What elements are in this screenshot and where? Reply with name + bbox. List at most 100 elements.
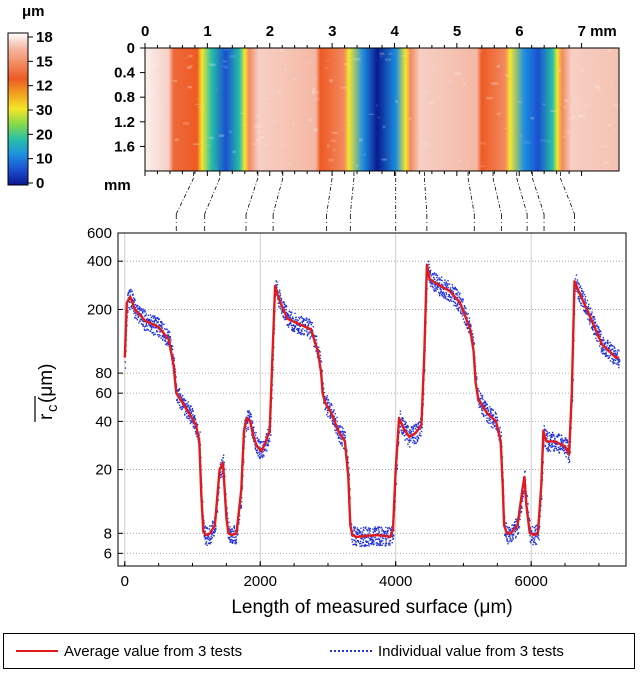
individual-point bbox=[550, 433, 552, 436]
individual-point bbox=[551, 435, 553, 437]
individual-point bbox=[336, 416, 338, 419]
individual-point bbox=[466, 327, 468, 329]
individual-point bbox=[287, 326, 290, 328]
surface-map-speckle bbox=[517, 168, 521, 171]
individual-point bbox=[244, 435, 246, 438]
individual-point bbox=[549, 450, 552, 452]
surface-map-speckle bbox=[152, 64, 157, 67]
individual-point bbox=[253, 432, 256, 434]
connector-line-diag bbox=[204, 177, 221, 215]
individual-point bbox=[152, 320, 154, 322]
individual-point bbox=[211, 537, 213, 539]
individual-point bbox=[343, 447, 345, 449]
individual-point bbox=[443, 294, 445, 296]
individual-point bbox=[226, 512, 229, 514]
individual-point bbox=[357, 541, 360, 543]
individual-point bbox=[446, 298, 448, 301]
individual-point bbox=[377, 543, 380, 545]
individual-point bbox=[405, 434, 407, 436]
individual-point bbox=[582, 305, 584, 307]
individual-point bbox=[355, 541, 357, 544]
individual-point bbox=[544, 444, 546, 446]
individual-point bbox=[616, 353, 618, 355]
individual-point bbox=[193, 417, 195, 419]
individual-point bbox=[168, 331, 171, 334]
individual-point bbox=[416, 435, 419, 437]
individual-point bbox=[228, 521, 230, 523]
individual-point bbox=[254, 444, 256, 446]
individual-point bbox=[413, 439, 415, 442]
individual-point bbox=[367, 541, 369, 543]
individual-point bbox=[448, 295, 451, 297]
individual-point bbox=[385, 541, 387, 543]
individual-point bbox=[331, 419, 333, 422]
individual-point bbox=[600, 333, 602, 335]
individual-point bbox=[309, 337, 311, 340]
individual-point bbox=[614, 359, 617, 362]
individual-point bbox=[505, 535, 507, 537]
individual-point bbox=[427, 276, 429, 278]
individual-point bbox=[595, 337, 597, 340]
individual-point bbox=[559, 434, 561, 437]
connector-line-diag bbox=[175, 177, 195, 215]
individual-point bbox=[414, 425, 416, 428]
individual-point bbox=[146, 318, 149, 320]
individual-point bbox=[148, 318, 151, 321]
individual-point bbox=[505, 522, 507, 524]
individual-point bbox=[283, 303, 286, 305]
individual-point bbox=[303, 333, 306, 335]
individual-point bbox=[582, 291, 585, 293]
individual-point bbox=[156, 331, 159, 333]
individual-point bbox=[524, 470, 526, 473]
individual-point bbox=[298, 331, 300, 333]
individual-point bbox=[203, 526, 206, 529]
individual-point bbox=[440, 276, 443, 278]
individual-point bbox=[538, 526, 541, 528]
individual-point bbox=[408, 439, 411, 442]
individual-point bbox=[387, 542, 390, 544]
individual-point bbox=[232, 542, 234, 544]
individual-point bbox=[166, 342, 168, 345]
individual-point bbox=[238, 519, 241, 521]
individual-point bbox=[568, 456, 570, 458]
individual-point bbox=[553, 448, 556, 450]
surface-map-x-tick-label: 1 bbox=[203, 23, 211, 40]
surface-map-speckle bbox=[479, 50, 484, 52]
surface-map-speckle bbox=[617, 50, 620, 53]
individual-point bbox=[192, 410, 194, 412]
individual-point bbox=[444, 295, 447, 297]
surface-map-speckle bbox=[224, 66, 228, 69]
plot-frame bbox=[117, 232, 627, 567]
individual-point bbox=[379, 540, 381, 542]
individual-point bbox=[182, 399, 184, 402]
individual-point bbox=[253, 440, 255, 442]
individual-point bbox=[295, 316, 297, 319]
individual-point bbox=[553, 450, 556, 452]
individual-point bbox=[149, 314, 152, 316]
individual-point bbox=[189, 410, 191, 412]
individual-point bbox=[559, 448, 561, 451]
individual-point bbox=[375, 542, 378, 544]
individual-point bbox=[136, 305, 138, 307]
individual-point bbox=[276, 284, 279, 286]
individual-point bbox=[293, 329, 295, 331]
individual-point bbox=[544, 445, 547, 447]
connector-line-diag bbox=[560, 177, 575, 215]
individual-point bbox=[411, 426, 413, 428]
individual-point bbox=[288, 323, 290, 326]
individual-point bbox=[460, 300, 462, 302]
individual-point bbox=[288, 310, 290, 312]
individual-point bbox=[360, 542, 362, 545]
individual-point bbox=[506, 525, 508, 528]
individual-point bbox=[618, 364, 620, 366]
individual-point bbox=[285, 305, 288, 308]
individual-point bbox=[228, 537, 230, 540]
individual-point bbox=[254, 434, 257, 436]
individual-point bbox=[280, 312, 283, 314]
individual-point bbox=[157, 321, 159, 323]
individual-point bbox=[439, 287, 441, 289]
individual-point bbox=[325, 407, 327, 410]
individual-point bbox=[576, 279, 579, 281]
